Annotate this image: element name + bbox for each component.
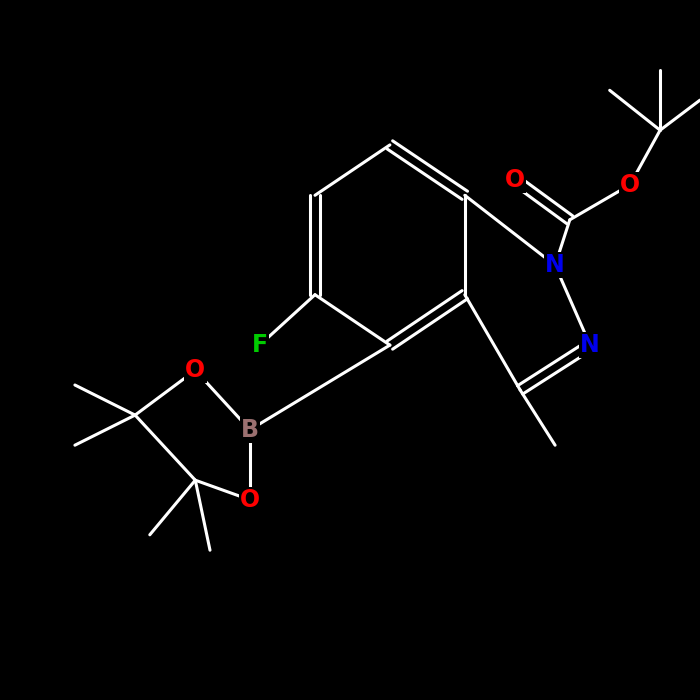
Text: O: O (505, 168, 525, 192)
Text: N: N (580, 333, 600, 357)
Text: N: N (545, 253, 565, 277)
Text: O: O (240, 488, 260, 512)
Text: B: B (241, 418, 259, 442)
Text: O: O (620, 173, 640, 197)
Text: F: F (251, 333, 268, 357)
Text: O: O (186, 358, 205, 382)
